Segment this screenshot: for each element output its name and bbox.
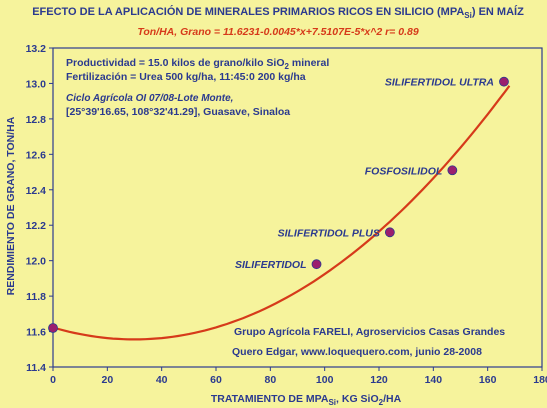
x-tick-label: 100 bbox=[316, 374, 334, 386]
fit-curve bbox=[52, 85, 511, 341]
y-axis-label: RENDIMIENTO DE GRANO, TON/HA bbox=[5, 116, 17, 295]
x-tick-label: 40 bbox=[156, 374, 168, 386]
data-point bbox=[447, 165, 458, 176]
point-label: SILIFERTIDOL PLUS bbox=[278, 227, 380, 239]
y-tick-label: 12.8 bbox=[26, 114, 47, 126]
point-label: SILIFERTIDOL ULTRA bbox=[385, 77, 494, 89]
annotation-author: Quero Edgar, www.loquequero.com, junio 2… bbox=[232, 346, 482, 358]
x-tick-label: 80 bbox=[264, 374, 276, 386]
x-tick-label: 120 bbox=[370, 374, 388, 386]
y-tick-label: 12.0 bbox=[26, 256, 47, 268]
x-tick-label: 0 bbox=[50, 374, 56, 386]
point-label: FOSFOSILIDOL bbox=[365, 165, 443, 177]
x-tick-label: 180 bbox=[533, 374, 547, 386]
fit-equation: Ton/HA, Grano = 11.6231-0.0045*x+7.5107E… bbox=[137, 26, 419, 38]
annotation-group: Grupo Agrícola FARELI, Agroservicios Cas… bbox=[234, 326, 505, 338]
x-tick-label: 20 bbox=[101, 374, 113, 386]
annotation-coordinates: [25°39'16.65, 108°32'41.29], Guasave, Si… bbox=[66, 106, 290, 118]
point-label: SILIFERTIDOL bbox=[235, 259, 307, 271]
x-tick-label: 60 bbox=[210, 374, 222, 386]
y-tick-label: 13.2 bbox=[26, 43, 47, 55]
y-tick-label: 11.4 bbox=[26, 362, 46, 374]
x-axis-label: TRATAMIENTO DE MPASi, KG SiO2/HA bbox=[211, 393, 402, 407]
y-tick-label: 11.6 bbox=[26, 327, 46, 339]
y-tick-label: 12.6 bbox=[26, 149, 47, 161]
data-point bbox=[48, 323, 58, 333]
y-tick-label: 12.4 bbox=[26, 185, 47, 197]
x-tick-label: 140 bbox=[425, 374, 443, 386]
data-point bbox=[499, 76, 509, 87]
y-tick-label: 13.0 bbox=[26, 78, 47, 90]
data-point bbox=[311, 259, 322, 270]
y-tick-label: 12.2 bbox=[26, 220, 47, 232]
annotation-cycle: Ciclo Agrícola OI 07/08-Lote Monte, bbox=[66, 93, 233, 104]
y-tick-label: 11.8 bbox=[26, 291, 46, 303]
chart-title: EFECTO DE LA APLICACIÓN DE MINERALES PRI… bbox=[32, 5, 524, 20]
x-tick-label: 160 bbox=[479, 374, 497, 386]
data-point bbox=[384, 227, 395, 238]
annotation-productivity: Productividad = 15.0 kilos de grano/kilo… bbox=[66, 57, 329, 71]
plot-frame bbox=[52, 47, 543, 368]
annotation-fertilization: Fertilización = Urea 500 kg/ha, 11:45:0 … bbox=[66, 71, 306, 83]
